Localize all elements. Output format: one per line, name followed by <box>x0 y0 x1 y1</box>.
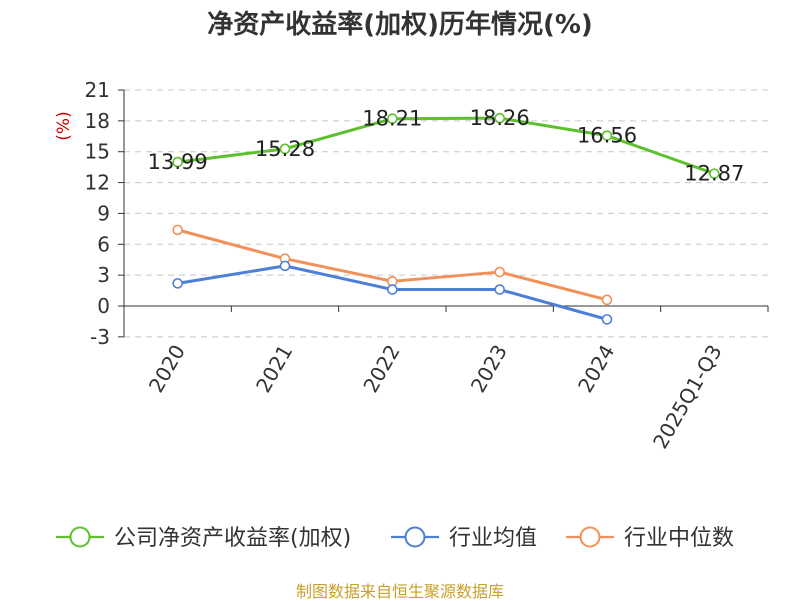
data-point <box>387 113 398 124</box>
series-2 <box>172 224 613 306</box>
data-point <box>172 278 183 289</box>
data-point <box>279 260 291 272</box>
y-tick-label: 12 <box>85 171 110 195</box>
data-point <box>601 314 613 325</box>
legend-item: 行业中位数 <box>566 526 734 551</box>
y-tick-label: 18 <box>85 109 110 133</box>
legend-swatch-marker <box>69 526 91 548</box>
series-line <box>177 116 715 176</box>
legend-label: 行业均值 <box>449 526 537 551</box>
grid-lines <box>124 89 768 338</box>
x-tick-label: 2025Q1-Q3 <box>648 341 727 453</box>
data-label: 13.99 <box>148 150 208 174</box>
x-tick-label: 2024 <box>573 341 619 397</box>
x-axis-ticks: 2020 2021 2022 2023 2024 2025Q1-Q3 <box>144 306 769 453</box>
legend-swatch-marker <box>404 526 426 548</box>
data-label: 15.28 <box>255 137 315 161</box>
data-point <box>494 284 505 295</box>
y-axis-ticks: -3 0 3 6 9 12 15 18 21 <box>85 78 124 349</box>
series-1 <box>172 260 613 325</box>
x-tick-label: 2022 <box>358 341 404 397</box>
data-point <box>494 112 505 124</box>
data-point <box>387 284 398 295</box>
legend-item: 公司净资产收益率(加权) <box>56 526 351 551</box>
y-tick-label: 21 <box>85 78 110 102</box>
y-tick-label: 3 <box>97 263 110 287</box>
legend-swatch-marker <box>579 526 601 548</box>
data-point <box>494 266 505 278</box>
y-axis-unit-label: (%) <box>54 111 74 140</box>
legend-label: 行业中位数 <box>624 526 734 551</box>
legend: 公司净资产收益率(加权) 行业均值 行业中位数 <box>56 526 734 551</box>
y-tick-label: -3 <box>90 325 110 349</box>
data-point <box>601 130 613 141</box>
y-tick-label: 9 <box>97 201 110 225</box>
data-label: 16.56 <box>577 124 637 148</box>
series-group: 13.99 15.28 18.21 18.26 16.56 12.87 <box>148 106 745 325</box>
data-point <box>172 224 183 236</box>
data-point <box>709 168 720 179</box>
data-point <box>279 143 291 155</box>
x-tick-label: 2023 <box>466 340 512 396</box>
y-tick-label: 6 <box>97 232 110 256</box>
chart-title: 净资产收益率(加权)历年情况(%) <box>207 10 593 40</box>
source-note: 制图数据来自恒生聚源数据库 <box>295 582 504 601</box>
x-tick-label: 2021 <box>251 341 297 397</box>
data-point <box>172 156 183 168</box>
legend-item: 行业均值 <box>391 526 537 551</box>
data-label: 18.26 <box>470 106 530 130</box>
data-label: 12.87 <box>684 162 744 186</box>
data-point <box>601 294 613 306</box>
y-tick-label: 15 <box>85 140 110 164</box>
x-tick-label: 2020 <box>144 341 190 397</box>
series-0: 13.99 15.28 18.21 18.26 16.56 12.87 <box>148 106 745 185</box>
legend-label: 公司净资产收益率(加权) <box>114 526 351 551</box>
data-label: 18.21 <box>362 107 422 131</box>
y-tick-label: 0 <box>97 294 110 318</box>
